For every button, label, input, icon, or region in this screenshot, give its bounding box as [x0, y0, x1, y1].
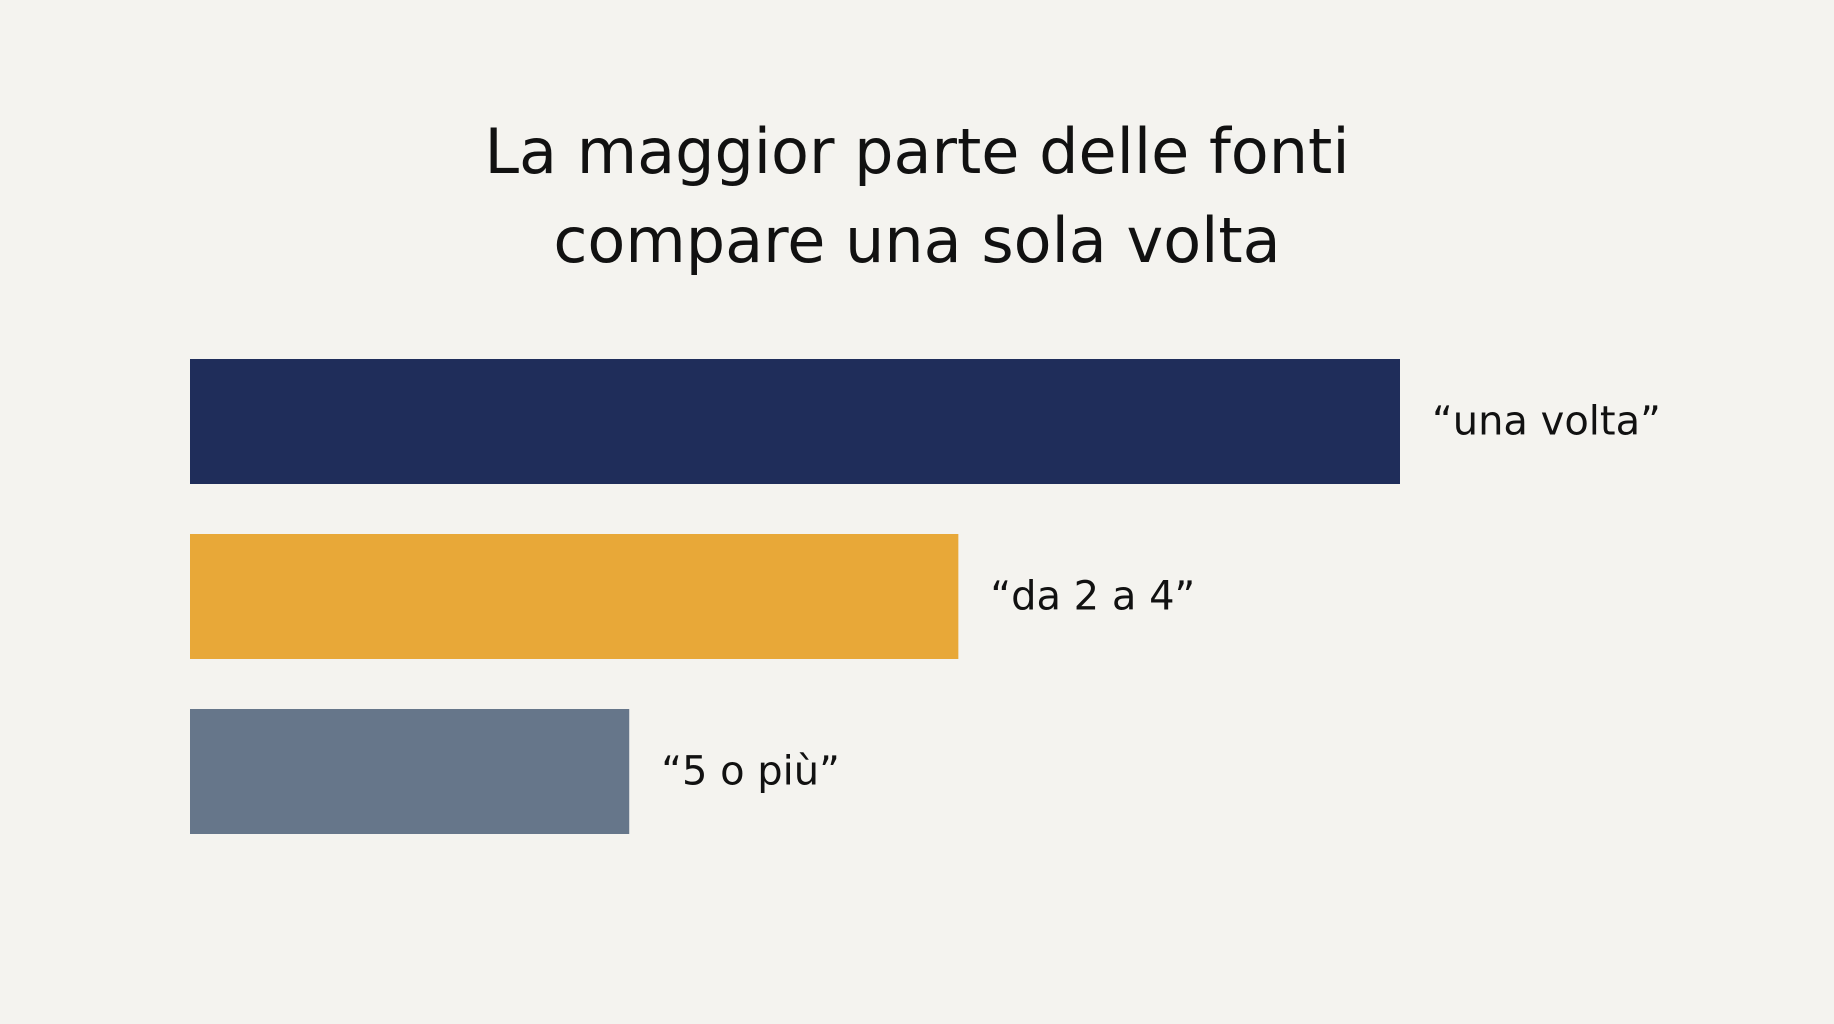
- bar: [190, 709, 630, 834]
- chart-title: La maggior parte delle fonti: [484, 115, 1349, 188]
- bar-label: “una volta”: [1432, 399, 1661, 445]
- bar-label: “5 o più”: [661, 749, 840, 795]
- chart-title: compare una sola volta: [553, 204, 1280, 277]
- bar: [190, 359, 1400, 484]
- bar: [190, 534, 959, 659]
- bar-label: “da 2 a 4”: [990, 574, 1195, 620]
